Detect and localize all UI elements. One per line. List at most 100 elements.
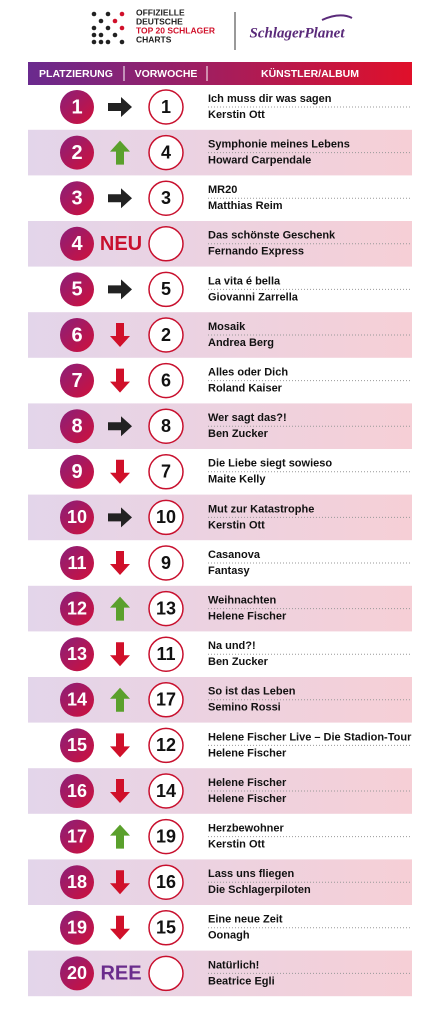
previous-badge xyxy=(148,408,184,444)
previous-badge xyxy=(148,545,184,581)
entry-label: REE xyxy=(100,963,141,985)
logo-dot xyxy=(98,32,104,38)
previous: 8 xyxy=(161,416,171,436)
previous: 15 xyxy=(156,918,176,938)
previous-badge xyxy=(148,317,184,353)
previous: 11 xyxy=(156,644,175,664)
arrow-up xyxy=(110,596,131,621)
previous-badge xyxy=(148,499,184,536)
arrow-same xyxy=(108,188,132,209)
logo-dot xyxy=(105,25,111,31)
artist: Semino Rossi xyxy=(208,702,281,714)
previous: 16 xyxy=(156,872,176,892)
previous-badge xyxy=(148,362,184,399)
rank-badge xyxy=(60,409,94,444)
rank: 3 xyxy=(71,187,82,209)
logo-dot xyxy=(91,11,97,17)
rank-badge xyxy=(60,90,94,124)
artist: Giovanni Zarrella xyxy=(208,291,299,303)
previous-badge xyxy=(148,727,184,764)
arrow-down xyxy=(110,870,131,895)
rank: 20 xyxy=(67,963,87,983)
rank: 12 xyxy=(67,598,87,618)
rank: 19 xyxy=(67,918,87,938)
title: MR20 xyxy=(208,184,237,196)
logo-dot xyxy=(119,11,125,17)
previous-badge xyxy=(148,454,184,490)
previous-badge xyxy=(148,864,184,900)
rank-badge xyxy=(60,181,94,216)
column-header: KÜNSTLER/ALBUM xyxy=(261,67,359,80)
rank: 9 xyxy=(71,461,82,483)
arrow-down xyxy=(110,779,130,803)
previous-badge xyxy=(148,955,184,992)
previous-badge xyxy=(148,818,184,855)
previous: 19 xyxy=(156,826,176,846)
rank: 10 xyxy=(67,507,87,527)
rank: 15 xyxy=(67,735,87,755)
previous: 1 xyxy=(161,97,171,117)
logo-dot xyxy=(105,11,111,17)
artist: Kerstin Ott xyxy=(208,839,265,851)
arrow-down xyxy=(109,915,130,940)
rank-badge xyxy=(60,500,94,535)
title: Alles oder Dich xyxy=(208,367,288,379)
arrow-up xyxy=(110,824,131,849)
rank: 5 xyxy=(71,279,82,301)
previous: 10 xyxy=(156,507,176,527)
title: Natürlich! xyxy=(208,959,259,971)
previous: 14 xyxy=(156,781,176,801)
logo-dot xyxy=(91,32,97,38)
artist: Helene Fischer xyxy=(208,747,287,759)
arrow-same xyxy=(108,416,132,437)
logo-dot xyxy=(91,25,97,31)
title: Na und?! xyxy=(208,640,256,652)
arrow-same xyxy=(108,279,132,300)
rank: 14 xyxy=(67,690,87,710)
rank-badge xyxy=(60,819,94,854)
rank: 7 xyxy=(71,370,82,392)
logo-dot xyxy=(119,25,125,31)
artist: Helene Fischer xyxy=(208,611,287,623)
previous: 13 xyxy=(156,598,176,618)
previous: 3 xyxy=(161,188,171,208)
previous: 17 xyxy=(156,690,176,710)
arrow-down xyxy=(109,459,130,484)
previous-badge xyxy=(148,89,184,125)
entry-label: NEU xyxy=(100,233,142,255)
title: Die Liebe siegt sowieso xyxy=(208,458,332,470)
rank-badge xyxy=(60,637,94,672)
rank: 2 xyxy=(71,142,82,164)
artist: Beatrice Egli xyxy=(208,975,275,987)
artist: Die Schlagerpiloten xyxy=(208,884,311,896)
title: Symphonie meines Lebens xyxy=(208,139,350,151)
arrow-down xyxy=(110,323,130,347)
arrow-down xyxy=(110,642,131,667)
previous: 4 xyxy=(161,142,171,162)
previous-badge xyxy=(148,910,184,946)
title: Helene Fischer Live – Die Stadion-Tour xyxy=(208,731,412,743)
rank-badge xyxy=(60,135,94,170)
arrow-up xyxy=(109,140,130,165)
artist: Helene Fischer xyxy=(208,793,287,805)
artist: Fernando Express xyxy=(208,246,304,258)
logo-line: OFFIZIELLE xyxy=(136,7,185,17)
arrow-down xyxy=(110,368,131,393)
title: Mut zur Katastrophe xyxy=(208,503,314,515)
logo-dot xyxy=(91,39,97,45)
previous: 7 xyxy=(161,462,171,482)
previous-badge xyxy=(148,180,184,216)
rank: 13 xyxy=(67,644,87,664)
rank: 11 xyxy=(67,553,86,573)
arrow-same xyxy=(108,97,132,117)
previous-badge xyxy=(148,682,184,718)
title: Lass uns fliegen xyxy=(208,868,294,880)
arrow-down xyxy=(110,733,131,758)
logo-dot xyxy=(105,39,111,45)
artist: Fantasy xyxy=(208,565,250,577)
column-header: PLATZIERUNG xyxy=(39,68,113,80)
rank-badge xyxy=(60,774,94,808)
rank: 17 xyxy=(67,826,87,846)
